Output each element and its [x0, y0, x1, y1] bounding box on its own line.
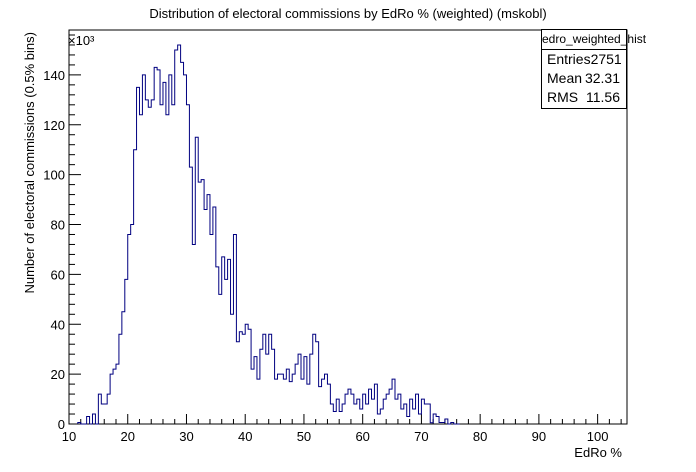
x-axis-label: EdRo % [574, 445, 622, 460]
y-tick-label: 100 [43, 168, 65, 183]
y-tick-label: 140 [43, 68, 65, 83]
plot-frame [68, 29, 628, 425]
stats-mean-value: 32.31 [584, 70, 620, 86]
stats-mean-row: Mean 32.31 [542, 69, 626, 88]
x-tick-label: 50 [297, 429, 311, 444]
axis-ticks [68, 34, 622, 425]
stats-rms-value: 11.56 [586, 89, 620, 105]
y-tick-label: 40 [51, 317, 65, 332]
stats-mean-label: Mean [547, 70, 583, 86]
x-tick-label: 10 [62, 429, 76, 444]
stats-box: edro_weighted_hist Entries 2751 Mean 32.… [541, 29, 646, 109]
stats-title: edro_weighted_hist [542, 30, 646, 50]
x-tick-label: 40 [238, 429, 252, 444]
y-tick-label: 0 [58, 417, 65, 432]
axis-tick-labels: 10 20 30 40 50 60 70 80 90 100 0 20 40 60 80 100 120 140 [43, 68, 608, 444]
x-tick-label: 30 [179, 429, 193, 444]
stats-entries-value: 2751 [590, 51, 622, 67]
x-tick-label: 80 [473, 429, 487, 444]
y-axis-label: Number of electoral commissions (0.5% bi… [22, 32, 37, 294]
plot-border [68, 29, 628, 425]
stats-entries-row: Entries 2751 [542, 50, 626, 69]
stats-rms-row: RMS 11.56 [542, 88, 626, 107]
y-tick-label: 120 [43, 118, 65, 133]
x-tick-label: 90 [532, 429, 546, 444]
x-tick-label: 100 [587, 429, 609, 444]
y-multiplier: ×10³ [68, 33, 95, 48]
stats-entries-label: Entries [547, 51, 591, 67]
stats-rms-label: RMS [547, 89, 579, 105]
y-tick-label: 20 [51, 367, 65, 382]
y-tick-label: 60 [51, 267, 65, 282]
x-tick-label: 60 [355, 429, 369, 444]
y-tick-label: 80 [51, 218, 65, 233]
chart-title: Distribution of electoral commissions by… [149, 6, 546, 21]
histogram-series [77, 44, 460, 425]
x-tick-label: 70 [414, 429, 428, 444]
x-tick-label: 20 [121, 429, 135, 444]
